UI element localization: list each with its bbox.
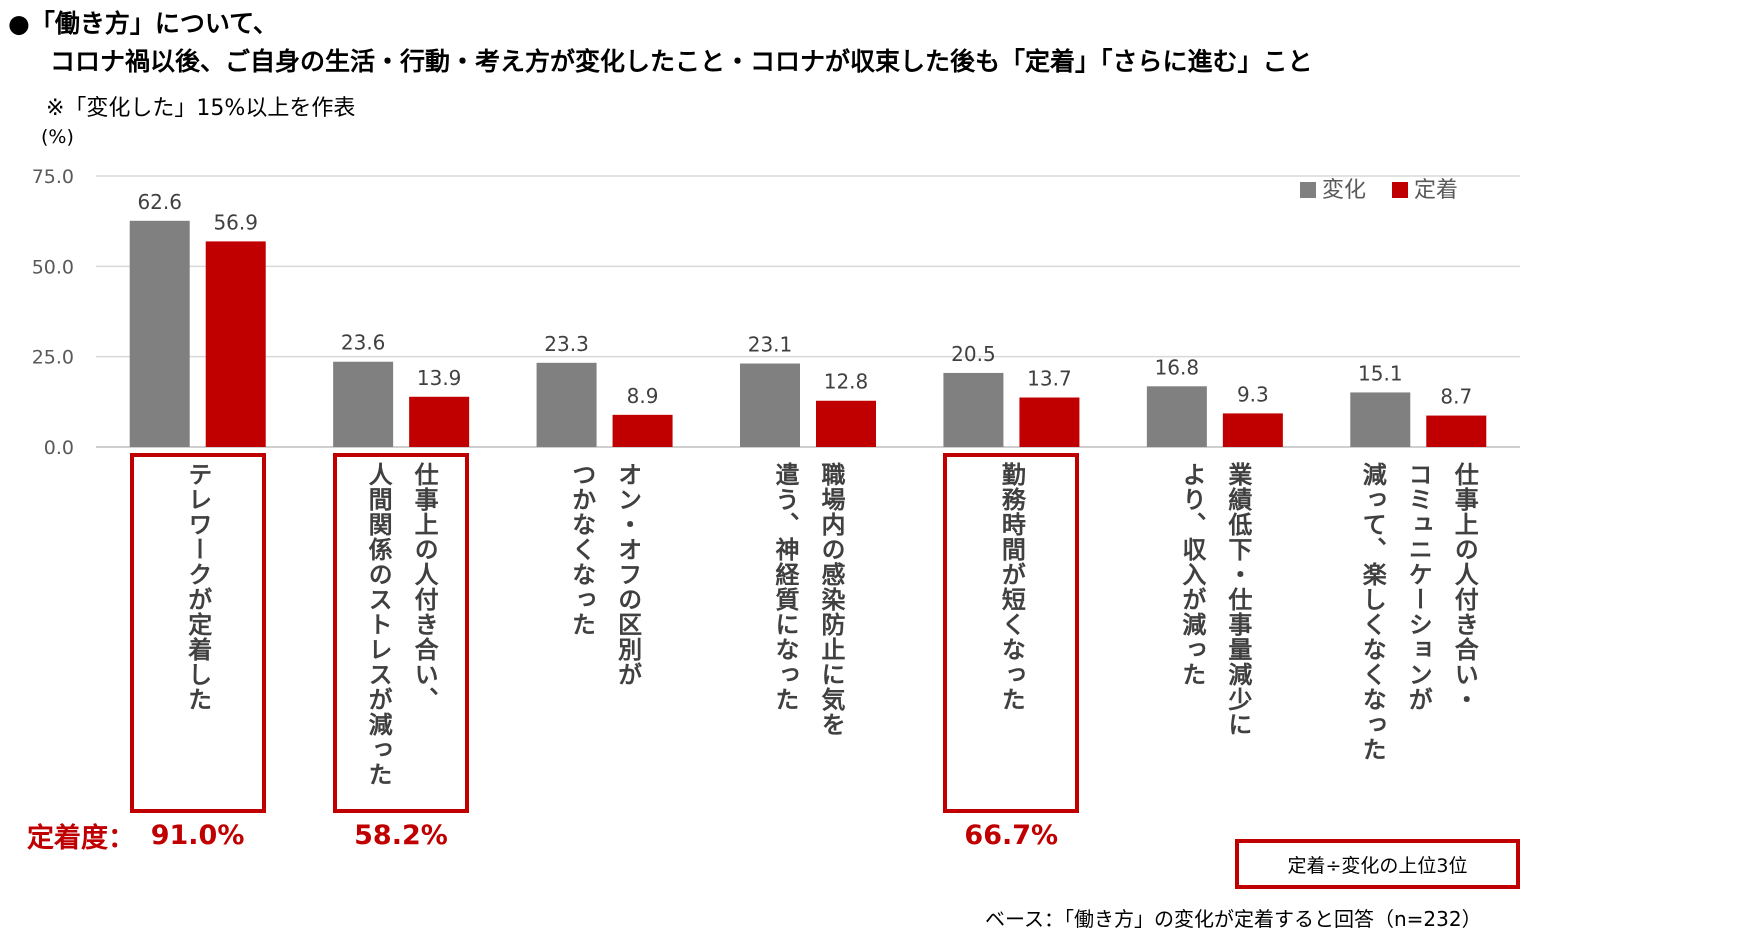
y-tick-label: 25.0 — [32, 347, 74, 369]
chart-note: ※「変化した」15%以上を作表 — [46, 96, 356, 121]
category-label-line: 遣う、神経質になった — [771, 462, 799, 712]
category-label: 勤務時間が短くなった — [988, 462, 1034, 712]
data-label: 15.1 — [1358, 361, 1403, 385]
category-label: オン・オフの区別が つかなくなった — [559, 462, 651, 687]
retention-value: 91.0% — [150, 820, 245, 851]
data-label: 23.3 — [544, 332, 589, 356]
category-label: 仕事上の人付き合い、 人間関係のストレスが減った — [355, 462, 447, 787]
category-label-line: 業績低下・仕事量減少に — [1223, 462, 1252, 737]
data-label: 23.1 — [748, 333, 793, 357]
legend-swatch-change — [1300, 182, 1316, 198]
data-label: 12.8 — [824, 370, 869, 394]
legend-label-change: 変化 — [1322, 178, 1366, 203]
bar-change — [1146, 386, 1207, 447]
data-label: 8.7 — [1440, 385, 1472, 409]
highlight-box — [943, 453, 1080, 813]
data-label: 23.6 — [341, 331, 386, 355]
data-label: 8.9 — [627, 384, 659, 408]
chart-title-line2: コロナ禍以後、ご自身の生活・行動・考え方が変化したこと・コロナが収束した後も「定… — [50, 47, 1313, 76]
bar-change — [943, 372, 1004, 447]
bar-change — [333, 361, 394, 447]
highlight-box — [129, 453, 266, 813]
bar-fixed — [816, 400, 876, 447]
data-label: 13.9 — [417, 366, 462, 390]
bar-change — [1350, 392, 1411, 447]
y-axis-label: (%) — [41, 126, 74, 148]
category-label-line: 仕事上の人付き合い・ — [1450, 462, 1479, 712]
base-note: ベース：「働き方」の変化が定着すると回答（n=232） — [985, 907, 1482, 931]
data-label: 13.7 — [1027, 366, 1072, 390]
data-label: 16.8 — [1155, 355, 1200, 379]
highlight-box — [333, 453, 470, 813]
retention-value: 66.7% — [964, 820, 1059, 851]
data-label: 56.9 — [213, 210, 258, 234]
category-label: 仕事上の人付き合い・ コミュニケーションが 減って、楽しくなくなった — [1349, 462, 1487, 762]
category-label-line: 仕事上の人付き合い、 — [410, 462, 439, 712]
retention-value: 58.2% — [354, 820, 448, 851]
legend-swatch-fixed — [1392, 182, 1408, 198]
category-label: 業績低下・仕事量減少に より、収入が減った — [1169, 462, 1261, 737]
category-label: 職場内の感染防止に気を 遣う、神経質になった — [762, 462, 854, 737]
data-label: 20.5 — [951, 342, 996, 366]
bar-fixed — [409, 396, 470, 447]
bar-change — [536, 362, 597, 447]
category-label-line: 職場内の感染防止に気を — [817, 462, 845, 737]
category-label-line: つかなくなった — [567, 462, 596, 637]
bar-change — [740, 363, 800, 447]
top3-note-box: 定着÷変化の上位3位 — [1235, 839, 1520, 889]
legend-label-fixed: 定着 — [1414, 178, 1458, 203]
chart-title-line1: ●「働き方」について、 — [8, 9, 278, 38]
bar-change — [129, 220, 190, 447]
bar-fixed — [205, 241, 266, 447]
category-label-line: より、収入が減った — [1177, 462, 1206, 687]
retention-label: 定着度： — [27, 823, 135, 854]
category-label-line: コミュニケーションが — [1404, 462, 1433, 712]
top3-note: 定着÷変化の上位3位 — [1287, 854, 1468, 877]
y-tick-label: 50.0 — [32, 256, 74, 278]
bar-fixed — [612, 414, 673, 447]
y-tick-label: 0.0 — [44, 437, 74, 459]
category-label-line: テレワークが定着した — [183, 462, 212, 712]
category-label-line: 人間関係のストレスが減った — [364, 462, 393, 787]
data-label: 62.6 — [137, 190, 182, 214]
category-label-line: 減って、楽しくなくなった — [1358, 462, 1387, 762]
category-label-line: 勤務時間が短くなった — [997, 462, 1026, 712]
bar-fixed — [1019, 397, 1080, 447]
bar-fixed — [1222, 413, 1283, 447]
category-label: テレワークが定着した — [175, 462, 221, 712]
category-label-line: オン・オフの区別が — [613, 462, 642, 687]
bar-fixed — [1426, 415, 1487, 447]
y-tick-label: 75.0 — [32, 166, 74, 188]
data-label: 9.3 — [1237, 382, 1269, 406]
